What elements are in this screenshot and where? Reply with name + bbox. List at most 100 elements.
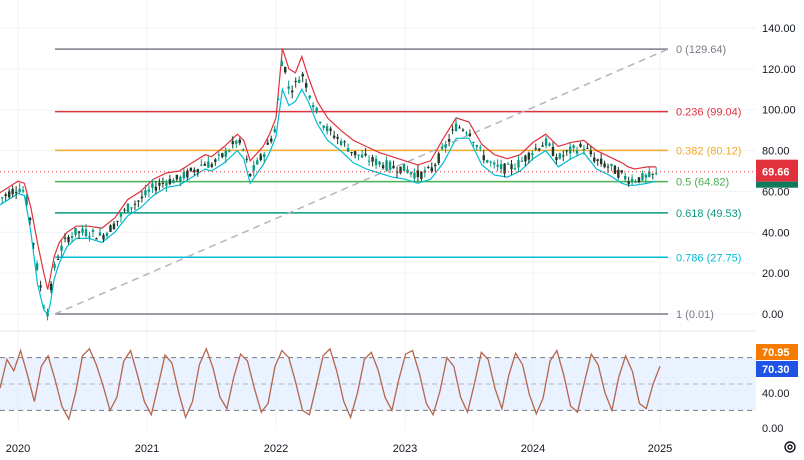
candle-body — [630, 178, 634, 182]
candle-body — [207, 161, 210, 168]
candle-body — [123, 209, 126, 211]
y-tick-label: 60.00 — [762, 186, 790, 198]
candle-body — [1, 197, 4, 199]
candle-body — [374, 158, 378, 166]
candle-body — [297, 79, 301, 83]
candle-body — [133, 203, 137, 205]
candle-body — [589, 150, 593, 155]
oscillator-y-tick-label: 0.00 — [762, 423, 783, 435]
y-tick-label: 80.00 — [762, 146, 790, 158]
candle-body — [242, 149, 245, 151]
candle-body — [613, 165, 617, 174]
candle-body — [489, 161, 492, 163]
candle-body — [637, 177, 641, 183]
candle-body — [503, 163, 506, 174]
candle-body — [137, 200, 140, 202]
candle-body — [325, 126, 329, 132]
last-price-label: 69.66 — [762, 167, 790, 179]
candle-body — [524, 155, 527, 162]
candle-body — [56, 258, 60, 260]
fibonacci-levels: 0 (129.64) 0.236 (99.04) 0.382 (80.12) 0.5 … — [55, 44, 741, 321]
y-tick-label: 120.00 — [762, 64, 796, 76]
candle-body — [416, 170, 420, 178]
candle-body — [593, 157, 596, 162]
candle-body — [371, 156, 374, 162]
candle-body — [606, 166, 610, 168]
candle-body — [531, 153, 534, 156]
candle-body — [534, 148, 537, 150]
candle-body — [475, 145, 479, 147]
candle-body — [158, 182, 161, 186]
candle-body — [182, 172, 186, 179]
time-x-axis: 2020 2021 2022 2023 2024 2025 — [6, 443, 672, 455]
candle-body — [175, 174, 179, 180]
candle-body — [273, 129, 276, 132]
candle-body — [18, 188, 21, 193]
candle-body — [28, 217, 32, 221]
candle-body — [454, 123, 458, 132]
candle-body — [329, 128, 332, 131]
oscillator-value-badge — [756, 361, 798, 377]
oscillator-value-label: 70.30 — [762, 364, 790, 376]
candle-body — [221, 153, 224, 158]
candle-body — [318, 121, 322, 123]
candle-body — [179, 176, 182, 182]
candle-body — [70, 236, 74, 238]
fib-level-label: 0.786 (27.75) — [676, 252, 741, 264]
candle-body — [126, 203, 130, 212]
y-tick-label: 40.00 — [762, 227, 790, 239]
candle-body — [259, 154, 262, 160]
candle-body — [610, 163, 613, 166]
candle-body — [151, 183, 154, 188]
candle-body — [555, 157, 558, 161]
candle-body — [249, 173, 252, 177]
candle-body — [147, 189, 151, 192]
candle-body — [437, 153, 440, 164]
candle-body — [11, 188, 14, 195]
candle-body — [315, 107, 318, 112]
candle-body — [364, 153, 367, 156]
price-y-axis: 140.00 120.00 100.00 80.00 60.00 40.00 20.00 0.… — [762, 23, 796, 321]
candle-body — [238, 139, 241, 144]
oscillator-y-axis: 40.00 0.00 70.95 70.30 — [756, 344, 798, 435]
candle-body — [346, 148, 350, 152]
fib-level-label: 1 (0.01) — [676, 309, 714, 321]
candle-body — [409, 172, 413, 175]
candle-body — [277, 99, 280, 101]
candle-body — [627, 181, 630, 184]
settings-gear-icon[interactable] — [780, 437, 800, 457]
candle-body — [357, 154, 360, 156]
candle-body — [486, 160, 489, 163]
candle-body — [378, 161, 381, 165]
candle-body — [575, 150, 579, 154]
candle-body — [582, 148, 586, 151]
candle-body — [360, 154, 364, 158]
x-tick-label: 2025 — [648, 443, 672, 455]
candle-body — [88, 235, 91, 238]
candle-body — [116, 220, 119, 222]
candle-body — [95, 238, 98, 240]
candle-body — [186, 170, 189, 178]
candle-body — [102, 234, 105, 240]
candle-body — [603, 163, 606, 168]
candle-body — [496, 164, 499, 167]
candle-body — [210, 164, 214, 167]
oscillator-line — [0, 347, 661, 422]
candle-body — [381, 165, 385, 169]
candle-body — [228, 150, 231, 152]
candle-body — [165, 182, 168, 186]
candle-body — [193, 169, 196, 173]
candle-body — [161, 182, 165, 184]
candle-body — [541, 145, 544, 147]
last-price-badge-accent — [756, 181, 798, 188]
candle-body — [39, 285, 42, 288]
candle-body — [544, 138, 548, 146]
fib-level-label: 0.618 (49.53) — [676, 208, 741, 220]
candle-body — [130, 207, 133, 209]
candle-body — [287, 86, 290, 89]
candle-body — [172, 179, 175, 184]
candle-body — [284, 67, 287, 73]
candle-body — [451, 129, 454, 131]
candle-body — [154, 186, 158, 191]
candle-body — [406, 169, 409, 173]
